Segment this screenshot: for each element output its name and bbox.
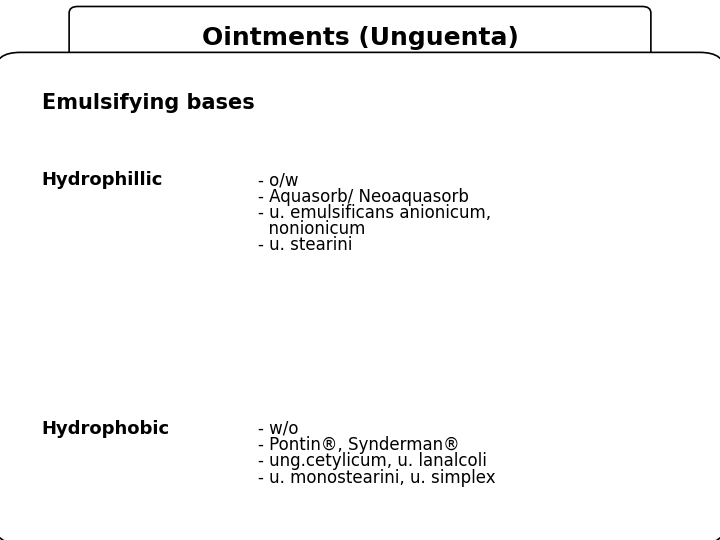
Text: - Aquasorb/ Neoaquasorb: - Aquasorb/ Neoaquasorb [258, 187, 469, 206]
Text: Ointments (Unguenta): Ointments (Unguenta) [202, 26, 518, 50]
Text: Emulsifying bases: Emulsifying bases [42, 93, 254, 113]
FancyBboxPatch shape [69, 6, 651, 70]
Text: - Pontin®, Synderman®: - Pontin®, Synderman® [258, 436, 459, 454]
Text: Hydrophobic: Hydrophobic [42, 420, 170, 437]
FancyBboxPatch shape [0, 52, 720, 540]
Text: - u. emulsificans anionicum,: - u. emulsificans anionicum, [258, 204, 491, 222]
Text: nonionicum: nonionicum [258, 220, 365, 238]
Text: Hydrophillic: Hydrophillic [42, 171, 163, 189]
Text: - o/w: - o/w [258, 171, 298, 189]
Text: - u. stearini: - u. stearini [258, 237, 352, 254]
Text: - u. monostearini, u. simplex: - u. monostearini, u. simplex [258, 469, 495, 487]
Text: - ung.cetylicum, u. lanalcoli: - ung.cetylicum, u. lanalcoli [258, 452, 487, 470]
Text: - w/o: - w/o [258, 420, 298, 437]
